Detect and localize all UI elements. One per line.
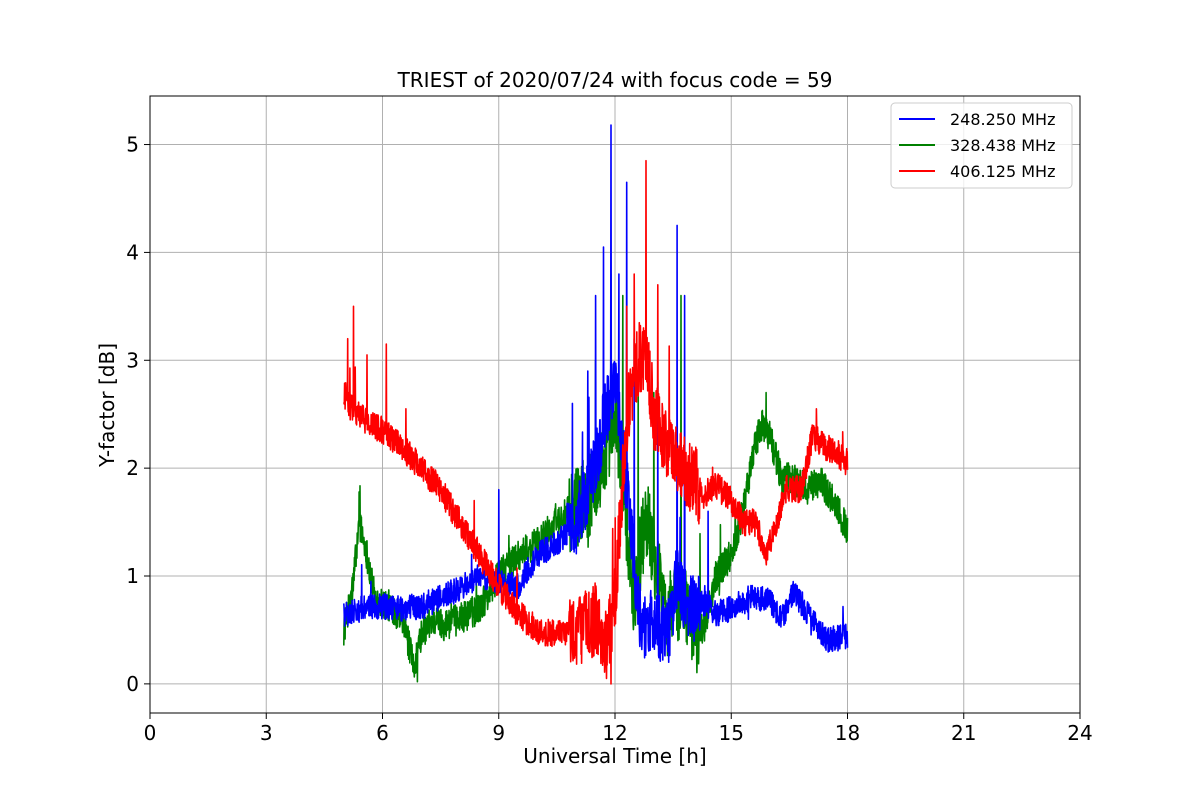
legend-label-406: 406.125 MHz (950, 162, 1055, 181)
y-tick-label: 1 (126, 564, 139, 588)
series-line-2 (343, 159, 849, 685)
x-tick-label: 24 (1067, 721, 1092, 745)
x-tick-label: 9 (492, 721, 505, 745)
x-tick-label: 12 (602, 721, 627, 745)
legend-label-248: 248.250 MHz (950, 110, 1055, 129)
y-tick-label: 2 (126, 456, 139, 480)
x-tick-label: 21 (951, 721, 976, 745)
y-tick-label: 5 (126, 133, 139, 157)
x-tick-label: 18 (835, 721, 860, 745)
legend-box (890, 102, 1073, 189)
legend-label-328: 328.438 MHz (950, 136, 1055, 155)
y-tick-label: 0 (126, 672, 139, 696)
x-tick-label: 6 (376, 721, 389, 745)
x-tick-label: 0 (144, 721, 157, 745)
x-tick-label: 15 (719, 721, 744, 745)
chart-title: TRIEST of 2020/07/24 with focus code = 5… (397, 68, 833, 92)
x-tick-label: 3 (260, 721, 273, 745)
series-layer (343, 124, 849, 685)
y-axis-label: Y-factor [dB] (95, 343, 119, 468)
y-tick-label: 3 (126, 348, 139, 372)
y-tick-label: 4 (126, 240, 139, 264)
legend: 248.250 MHz 328.438 MHz 406.125 MHz (890, 102, 1073, 189)
x-axis-label: Universal Time [h] (523, 744, 706, 768)
series-line-0 (343, 124, 849, 663)
